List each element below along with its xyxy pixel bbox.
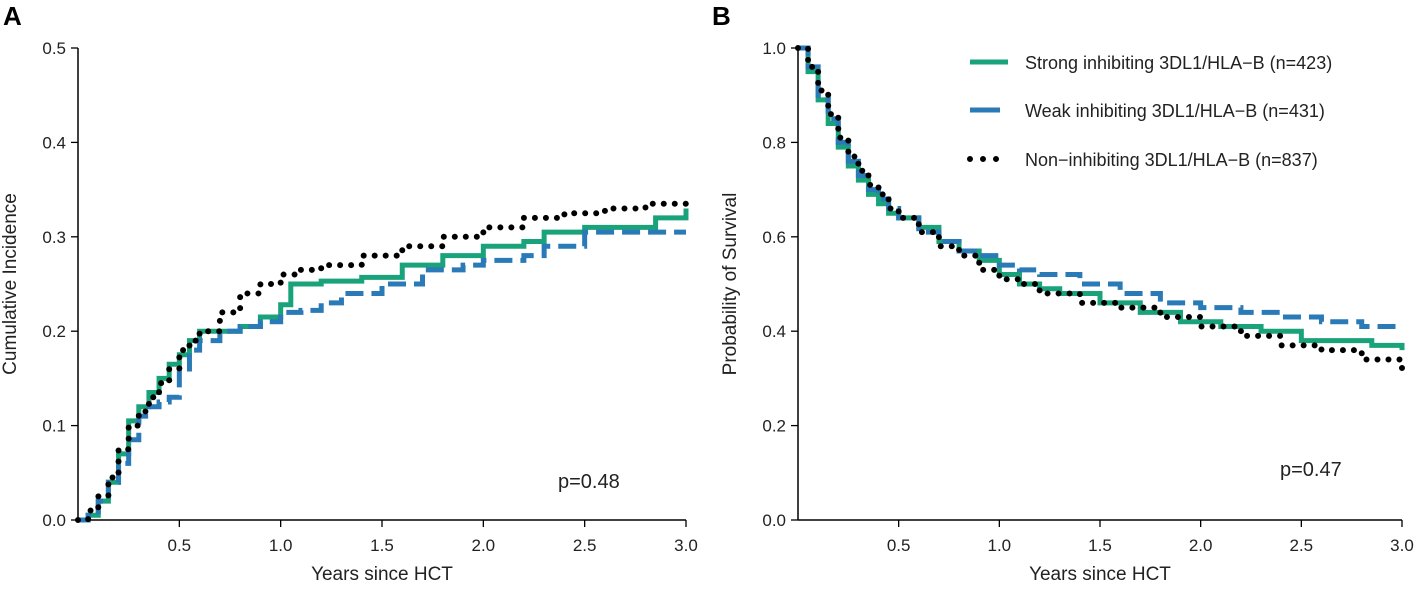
y-tick-label: 0.5 xyxy=(42,39,66,58)
y-tick-label: 0.8 xyxy=(762,133,786,152)
panel-a-letter: A xyxy=(3,1,22,31)
legend-label-strong: Strong inhibiting 3DL1/HLA−B (n=423) xyxy=(1025,53,1332,73)
panel-b-x-axis-title: Years since HCT xyxy=(1029,564,1171,585)
panel-a-p-value: p=0.48 xyxy=(558,471,620,493)
x-tick-label: 0.5 xyxy=(887,536,911,555)
panel-a-series xyxy=(75,191,689,523)
y-tick-label: 0.4 xyxy=(42,133,66,152)
x-tick-label: 1.5 xyxy=(370,536,394,555)
y-tick-label: 0.1 xyxy=(42,417,66,436)
series-line-weak xyxy=(798,45,1402,329)
x-tick-label: 2.0 xyxy=(1189,536,1213,555)
panel-a-axes: 0.0 0.1 0.2 0.3 0.4 0.5 0.5 1.0 1.5 2.0 2.5 3.0 xyxy=(42,39,697,555)
legend-label-weak: Weak inhibiting 3DL1/HLA−B (n=431) xyxy=(1025,101,1325,121)
panel-b-survival-chart: B 0.0 0.2 0.4 0.6 0.8 1.0 0.5 1.0 1.5 2.0 2.5 3.0 Y… xyxy=(712,1,1414,585)
x-tick-label: 1.0 xyxy=(988,536,1012,555)
y-tick-label: 1.0 xyxy=(762,39,786,58)
x-tick-label: 2.0 xyxy=(472,536,496,555)
x-tick-label: 2.5 xyxy=(573,536,597,555)
y-tick-label: 0.3 xyxy=(42,228,66,247)
x-tick-label: 1.5 xyxy=(1088,536,1112,555)
legend-label-non: Non−inhibiting 3DL1/HLA−B (n=837) xyxy=(1025,150,1318,170)
x-tick-label: 3.0 xyxy=(674,536,698,555)
panel-a-x-axis-title: Years since HCT xyxy=(311,564,453,585)
y-tick-label: 0.4 xyxy=(762,322,786,341)
x-tick-label: 3.0 xyxy=(1390,536,1414,555)
x-tick-label: 0.5 xyxy=(168,536,192,555)
panel-b-p-value: p=0.47 xyxy=(1280,459,1342,481)
panel-b-series xyxy=(795,45,1405,372)
panel-b-axes: 0.0 0.2 0.4 0.6 0.8 1.0 0.5 1.0 1.5 2.0 2.5 3.0 xyxy=(762,39,1413,555)
y-tick-label: 0.0 xyxy=(762,511,786,530)
series-line-weak xyxy=(78,229,686,523)
panel-a-cumulative-incidence-chart: A 0.0 0.1 0.2 0.3 0.4 0.5 0.5 1.0 1.5 2.0 2.5 3.0 Y… xyxy=(0,1,698,585)
series-line-non xyxy=(795,45,1405,372)
y-tick-label: 0.6 xyxy=(762,228,786,247)
series-line-non xyxy=(75,191,689,523)
panel-b-y-axis-title: Probability of Survival xyxy=(720,193,741,376)
x-tick-label: 1.0 xyxy=(269,536,293,555)
legend: Strong inhibiting 3DL1/HLA−B (n=423) Wea… xyxy=(967,53,1332,170)
y-tick-label: 0.2 xyxy=(762,417,786,436)
panel-b-letter: B xyxy=(712,1,731,31)
x-tick-label: 2.5 xyxy=(1290,536,1314,555)
panel-a-y-axis-title: Cumulative Incidence xyxy=(0,193,21,375)
y-tick-label: 0.0 xyxy=(42,511,66,530)
y-tick-label: 0.2 xyxy=(42,322,66,341)
